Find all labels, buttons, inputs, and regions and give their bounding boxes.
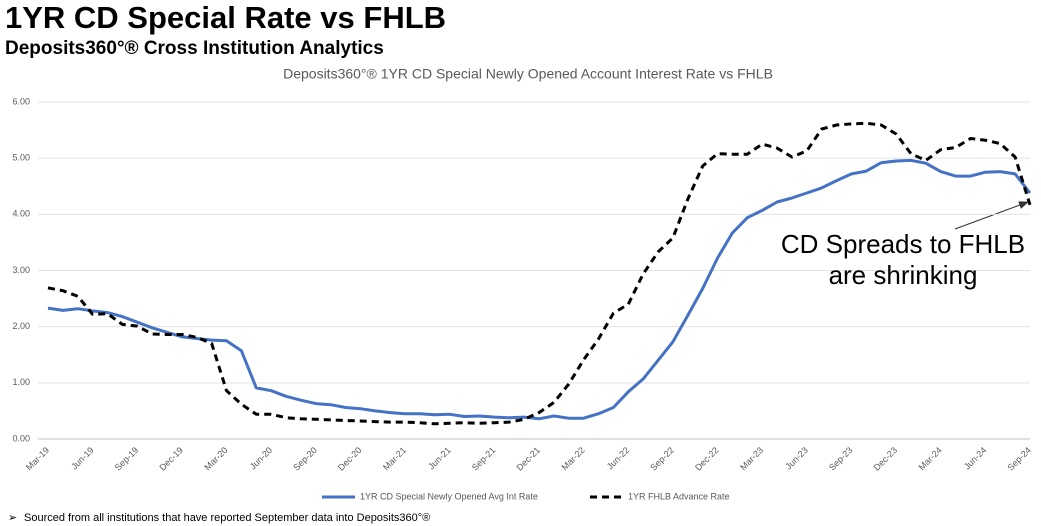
x-tick-label: Dec-23 (872, 445, 900, 473)
x-tick-label: Jun-23 (783, 445, 810, 472)
bullet: ➢ (8, 512, 17, 524)
x-tick-label: Jun-21 (426, 445, 453, 472)
x-tick-label: Sep-20 (291, 445, 319, 473)
x-tick-label: Dec-21 (515, 445, 543, 473)
x-tick-label: Mar-24 (917, 445, 944, 472)
annotation: CD Spreads to FHLB (781, 229, 1025, 259)
y-tick-label: 4.00 (12, 209, 30, 219)
chart-title: Deposits360°® 1YR CD Special Newly Opene… (283, 66, 773, 82)
page-subtitle: Deposits360°® Cross Institution Analytic… (5, 38, 384, 59)
x-tick-label: Jun-19 (69, 445, 96, 472)
y-tick-label: 6.00 (12, 96, 30, 106)
series-line (47, 158, 1032, 421)
x-tick-label: Sep-19 (113, 445, 141, 473)
x-tick-label: Sep-21 (470, 445, 498, 473)
annotation: are shrinking (829, 260, 978, 290)
x-tick-label: Mar-21 (381, 445, 408, 472)
y-tick-label: 0.00 (12, 433, 30, 443)
x-tick-label: Jun-22 (605, 445, 632, 472)
x-tick-label: Mar-20 (202, 445, 229, 472)
x-tick-label: Sep-24 (1005, 445, 1033, 473)
x-tick-label: Dec-22 (693, 445, 721, 473)
y-tick-label: 3.00 (12, 265, 30, 275)
legend-label: 1YR FHLB Advance Rate (628, 491, 730, 501)
y-tick-label: 5.00 (12, 153, 30, 163)
x-tick-label: Mar-22 (559, 445, 586, 472)
series-line (47, 121, 1032, 426)
x-tick-label: Dec-19 (157, 445, 185, 473)
y-tick-label: 2.00 (12, 321, 30, 331)
x-tick-label: Dec-20 (336, 445, 364, 473)
x-tick-label: Jun-20 (248, 445, 275, 472)
legend-label: 1YR CD Special Newly Opened Avg Int Rate (360, 491, 538, 501)
x-tick-label: Sep-22 (648, 445, 676, 473)
page-title: 1YR CD Special Rate vs FHLB (5, 0, 446, 35)
y-tick-label: 1.00 (12, 377, 30, 387)
x-tick-label: Sep-23 (827, 445, 855, 473)
annotation-arrow (954, 201, 1029, 230)
x-tick-label: Mar-23 (738, 445, 765, 472)
x-tick-label: Mar-19 (24, 445, 51, 472)
x-tick-label: Jun-24 (962, 445, 989, 472)
footnote: Sourced from all institutions that have … (24, 512, 430, 524)
